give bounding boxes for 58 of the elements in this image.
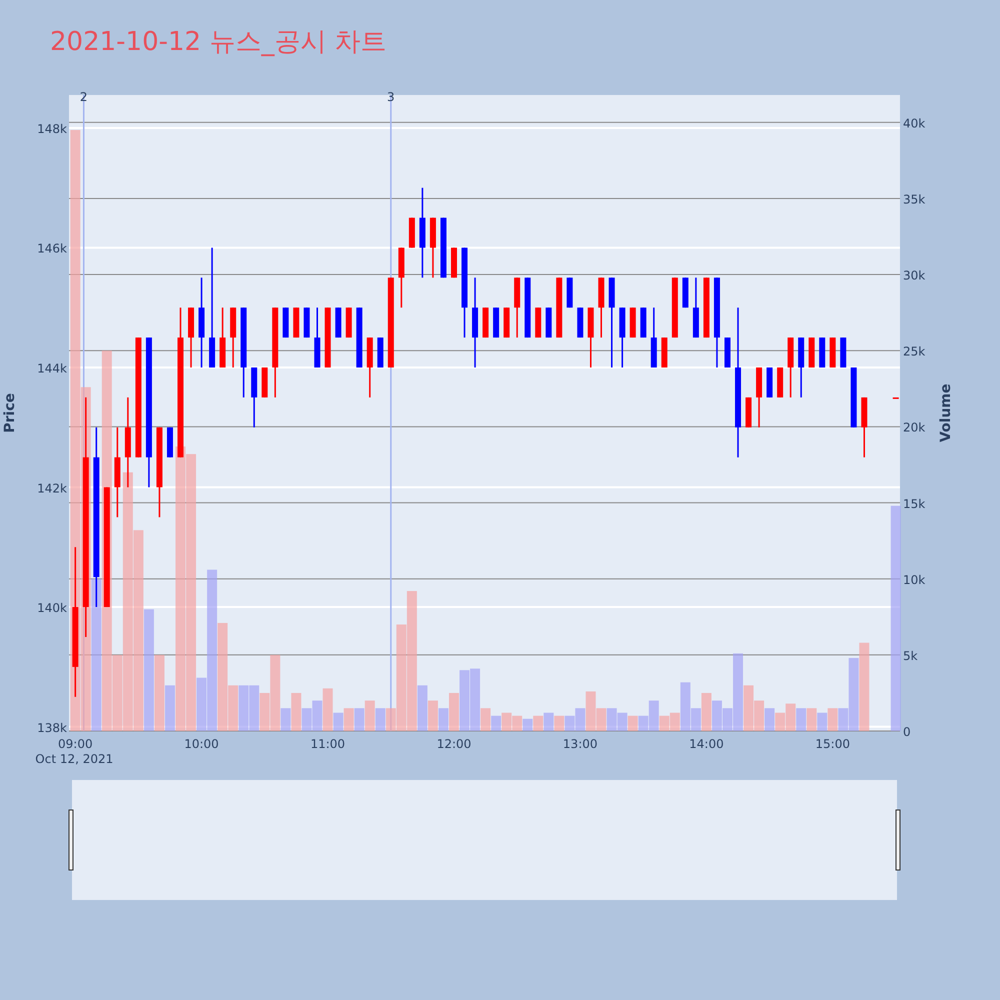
bar [438, 708, 448, 731]
y2-tick-label: 20k [903, 420, 926, 435]
bar [859, 642, 870, 731]
bar [796, 708, 806, 731]
y2-tick-label: 10k [903, 572, 926, 587]
bar [806, 708, 817, 731]
bar [701, 692, 712, 731]
y-tick-label: 144k [37, 361, 68, 376]
text: Oct 12, 2021 [35, 752, 114, 766]
bar [544, 712, 554, 731]
chart-title: 2021-10-12 뉴스_공시 차트 [50, 27, 387, 57]
x-tick-label: 11:00 [310, 737, 346, 751]
bar [764, 708, 775, 731]
bar [144, 609, 154, 731]
bar [164, 685, 175, 731]
y2-tick-label: 30k [903, 268, 926, 283]
bar [480, 708, 491, 731]
bar [554, 716, 564, 731]
y2-tick-label: 0 [903, 725, 911, 739]
ref-line-label: 3 [387, 90, 395, 104]
bar [333, 712, 344, 731]
y-axis-title: Price [2, 393, 18, 433]
bar [817, 712, 828, 731]
y2-tick-label: 5k [903, 648, 918, 663]
bar [628, 716, 638, 731]
x-tick-label: 12:00 [436, 737, 472, 751]
bar [154, 654, 164, 731]
bar [291, 692, 302, 731]
x-tick-label: 09:00 [58, 737, 93, 751]
bar [522, 718, 533, 731]
ref-line-label: 2 [80, 90, 88, 104]
bar [417, 685, 428, 731]
y-tick-label: 138k [37, 720, 68, 735]
bar [364, 700, 375, 731]
bar [428, 700, 438, 731]
x-tick-label: 10:00 [184, 737, 219, 751]
bar [344, 708, 354, 731]
y-tick-label: 142k [37, 481, 68, 496]
y-tick-label: 140k [37, 601, 68, 616]
y2-tick-label: 40k [903, 116, 926, 130]
bar [280, 708, 291, 731]
bar [322, 688, 333, 731]
bar [448, 692, 459, 731]
y2-tick-label: 35k [903, 192, 926, 206]
y-tick-label: 146k [37, 242, 68, 256]
y-tick-label: 148k [37, 122, 68, 136]
y2-axis-title: Volume [938, 384, 954, 442]
bar [354, 708, 364, 731]
bar [491, 716, 502, 731]
bar [890, 506, 901, 731]
bar [375, 708, 386, 731]
y2-tick-label: 15k [903, 496, 926, 511]
y2-tick-label: 25k [903, 344, 926, 359]
x-tick-label: 15:00 [815, 737, 850, 751]
bar [828, 708, 838, 731]
x-tick-label: 13:00 [562, 737, 598, 751]
bar [533, 716, 544, 731]
x-tick-label: 14:00 [689, 737, 724, 751]
